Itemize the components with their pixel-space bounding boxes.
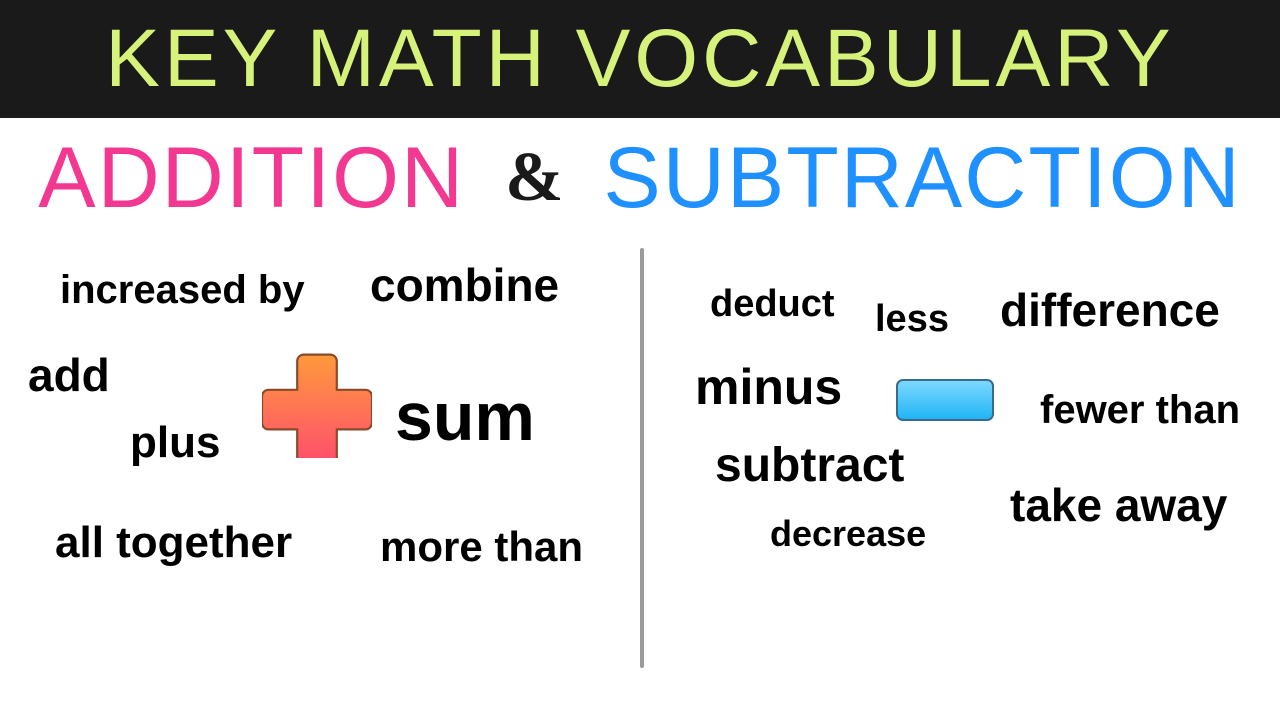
addition-word: add <box>28 348 110 402</box>
subtraction-word: fewer than <box>1040 388 1240 433</box>
subtraction-word: take away <box>1010 478 1227 532</box>
main-title: KEY MATH VOCABULARY <box>105 12 1174 106</box>
addition-word: sum <box>395 378 535 456</box>
addition-word: plus <box>130 418 220 468</box>
addition-word: all together <box>55 518 292 568</box>
minus-icon <box>895 378 995 422</box>
subtraction-word: difference <box>1000 283 1220 337</box>
subtraction-heading: SUBTRACTION <box>603 129 1241 228</box>
title-bar: KEY MATH VOCABULARY <box>0 0 1280 118</box>
addition-word: combine <box>370 258 559 312</box>
subtraction-word: decrease <box>770 513 926 555</box>
subtraction-word: minus <box>695 358 842 416</box>
content-row: increased by combine addplus sum all togethe… <box>0 238 1280 720</box>
subtraction-word: deduct <box>710 283 835 326</box>
ampersand: & <box>505 138 563 218</box>
addition-panel: increased by combine addplus sum all togethe… <box>0 238 640 720</box>
addition-word: increased by <box>60 268 305 313</box>
subtraction-panel: deduct less difference minus fewer than subtr… <box>640 238 1280 720</box>
addition-heading: ADDITION <box>38 129 465 228</box>
plus-icon <box>262 348 372 458</box>
subtraction-word: subtract <box>715 438 904 493</box>
subtitle-row: ADDITION & SUBTRACTION <box>0 118 1280 238</box>
addition-word: more than <box>380 523 583 571</box>
subtraction-word: less <box>875 298 949 341</box>
